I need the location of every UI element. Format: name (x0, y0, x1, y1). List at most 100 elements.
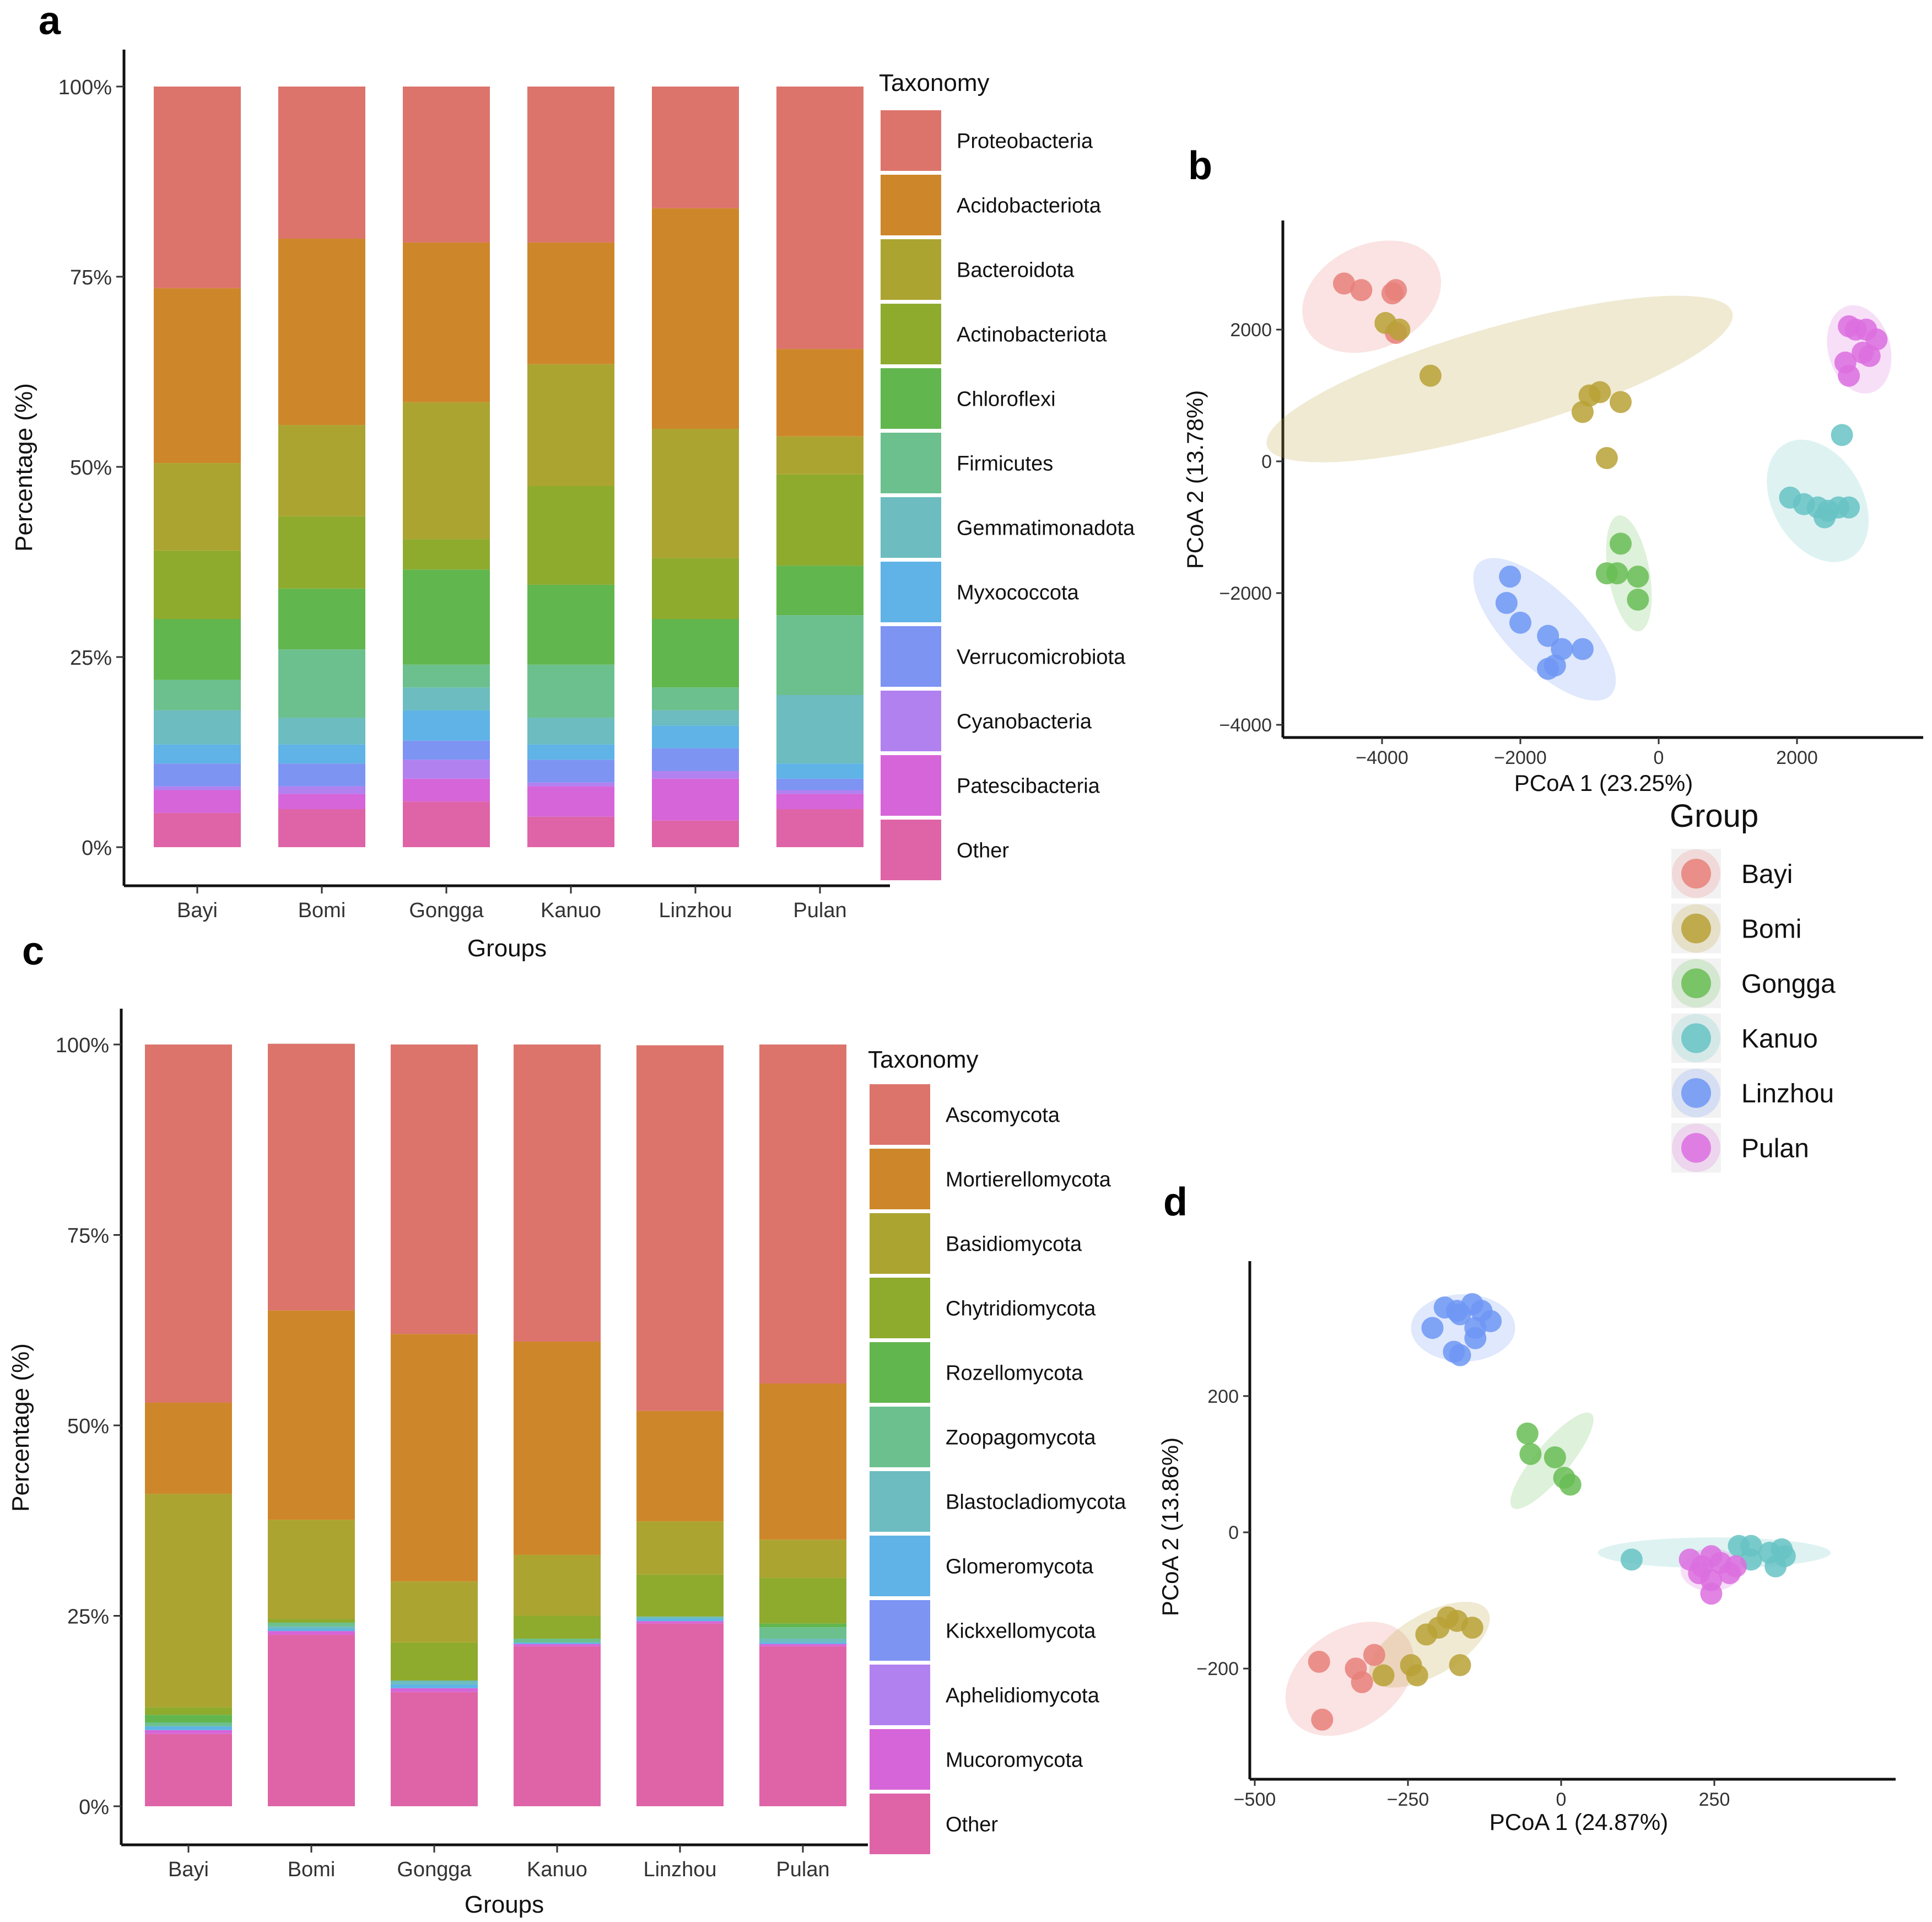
legend-key (881, 110, 941, 171)
bar-segment-cyanobacteria (776, 790, 864, 794)
x-tick-label: 2000 (1776, 747, 1818, 768)
bar-segment-other (154, 812, 241, 847)
legend-label: Linzhou (1741, 1079, 1834, 1108)
legend-label: Kickxellomycota (946, 1620, 1096, 1643)
bar-segment-glomeromycota (145, 1726, 232, 1730)
y-tick-label: −200 (1196, 1659, 1239, 1679)
bar-segment-bacteroidota (278, 425, 365, 516)
y-tick-label: 25% (67, 1606, 109, 1629)
x-tick-label: Bomi (288, 1858, 336, 1881)
legend-key (870, 1536, 930, 1596)
point-pulan (1844, 319, 1867, 341)
point-bayi (1350, 279, 1373, 302)
bar-segment-myxococcota (652, 725, 739, 749)
legend-key (870, 1213, 930, 1274)
legend-key (870, 1278, 930, 1338)
point-gongga (1609, 532, 1632, 555)
legend-point-key (1681, 913, 1711, 944)
bar-segment-patescibacteria (403, 778, 490, 802)
bar-segment-proteobacteria (527, 87, 614, 243)
legend-key (881, 368, 941, 429)
bar-segment-ascomycota (391, 1045, 478, 1334)
bar-segment-gemmatimonadota (403, 687, 490, 710)
y-tick-label: 100% (56, 1034, 109, 1057)
legend-label: Basidiomycota (946, 1233, 1082, 1256)
bar-segment-firmicutes (776, 615, 864, 695)
point-kanuo (1620, 1548, 1643, 1571)
legend-label: Bomi (1741, 915, 1801, 944)
bar-segment-cyanobacteria (652, 771, 739, 779)
bar-segment-acidobacteriota (776, 349, 864, 437)
legend-label: Glomeromycota (946, 1555, 1094, 1579)
x-tick-label: Pulan (793, 899, 846, 922)
bar-segment-basidiomycota (759, 1539, 846, 1578)
bar-segment-proteobacteria (652, 87, 739, 208)
bar-segment-acidobacteriota (527, 242, 614, 364)
point-pulan (1724, 1555, 1747, 1578)
legend-label: Other (946, 1813, 998, 1837)
bar-segment-other (652, 820, 739, 847)
legend-key (881, 239, 941, 300)
panel-b-y-label: PCoA 2 (13.78%) (1182, 390, 1208, 569)
bar-segment-other (514, 1646, 601, 1806)
legend-key (881, 691, 941, 751)
x-tick-label: Bomi (298, 899, 346, 922)
bar-segment-glomeromycota (514, 1642, 601, 1644)
fungi-stacked-bar-chart: Percentage (%) Groups Taxonomy 0% 25% 50% 7… (7, 1009, 1126, 1918)
point-pulan (1858, 344, 1881, 367)
bar-segment-myxococcota (403, 710, 490, 741)
bar-segment-chloroflexi (154, 619, 241, 680)
bar-segment-other (776, 809, 864, 847)
x-tick-label: Bayi (177, 899, 218, 922)
bar-segment-gemmatimonadota (652, 710, 739, 726)
bar-segment-firmicutes (154, 680, 241, 710)
x-tick-label: −500 (1234, 1789, 1276, 1810)
bar-segment-chytridiomycota (145, 1707, 232, 1715)
legend-point-key (1681, 1133, 1711, 1163)
bar-segment-basidiomycota (514, 1554, 601, 1616)
panel-b-x-label: PCoA 1 (23.25%) (1514, 770, 1693, 796)
bar-segment-acidobacteriota (154, 288, 241, 464)
bar-segment-gemmatimonadota (154, 710, 241, 745)
bar-segment-rozellomycota (759, 1623, 846, 1628)
point-linzhou (1449, 1344, 1471, 1366)
bar-segment-verrucomicrobiota (776, 778, 864, 790)
bar-segment-chloroflexi (527, 584, 614, 665)
legend-label: Zoopagomycota (946, 1426, 1096, 1450)
bar-segment-bacteroidota (403, 402, 490, 540)
legend-label: Gemmatimonadota (957, 517, 1135, 540)
y-tick-label: −4000 (1219, 715, 1272, 736)
point-linzhou (1464, 1327, 1487, 1349)
point-bomi (1589, 381, 1611, 403)
point-linzhou (1571, 638, 1594, 660)
panel-a-y-label: Percentage (%) (10, 383, 37, 552)
bar-segment-firmicutes (403, 664, 490, 688)
bar-segment-basidiomycota (636, 1521, 724, 1575)
x-tick-label: Linzhou (643, 1858, 716, 1881)
legend-label: Aphelidiomycota (946, 1684, 1100, 1708)
y-tick-label: 75% (70, 266, 112, 289)
bar-segment-cyanobacteria (278, 786, 365, 794)
point-pulan (1865, 328, 1888, 351)
point-bayi (1332, 272, 1355, 295)
bar-segment-zoopagomycota (268, 1622, 355, 1627)
point-bomi (1571, 401, 1594, 423)
bar-segment-chytridiomycota (514, 1616, 601, 1639)
bar-segment-firmicutes (527, 664, 614, 718)
legend-label: Actinobacteriota (957, 324, 1107, 347)
bar-segment-proteobacteria (403, 87, 490, 243)
bar-segment-ascomycota (268, 1043, 355, 1311)
legend-key (870, 1342, 930, 1403)
fungi-pcoa-scatter: PCoA 1 (24.87%) PCoA 2 (13.86%) −500 −250… (1157, 1261, 1896, 1835)
bar-segment-mortierellomycota (636, 1410, 724, 1522)
point-linzhou (1537, 624, 1559, 647)
legend-label: Rozellomycota (946, 1362, 1083, 1385)
point-pulan (1700, 1582, 1723, 1605)
bar-segment-chytridiomycota (759, 1578, 846, 1624)
bar-segment-other (145, 1733, 232, 1806)
bar-segment-myxococcota (776, 763, 864, 779)
x-tick-label: Kanuo (527, 1858, 587, 1881)
y-tick-label: −2000 (1219, 583, 1272, 604)
bar-segment-mortierellomycota (759, 1383, 846, 1540)
bar-segment-verrucomicrobiota (403, 740, 490, 760)
